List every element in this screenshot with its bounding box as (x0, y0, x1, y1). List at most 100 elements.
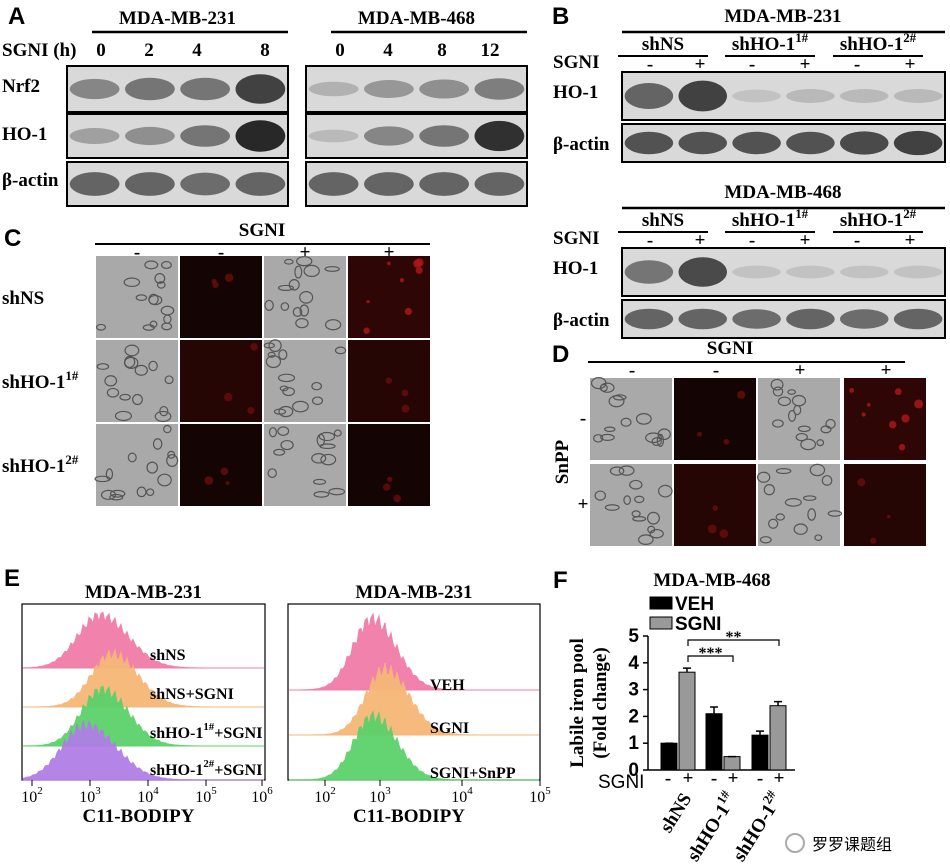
cell (600, 433, 615, 441)
cell (820, 425, 832, 434)
cell (161, 322, 173, 331)
fluorescence (383, 483, 391, 491)
fluorescence (888, 420, 897, 429)
sample-label: shNS+SGNI (150, 686, 234, 703)
band (678, 131, 727, 155)
band (235, 120, 286, 152)
micrograph (844, 378, 926, 460)
band (308, 129, 359, 143)
fluorescence (697, 431, 703, 437)
cell (283, 258, 294, 265)
panel-label: F (553, 567, 568, 594)
panel-label: A (8, 3, 25, 30)
band (840, 265, 889, 279)
fluorescence (866, 402, 871, 407)
band (308, 81, 359, 97)
cell (645, 432, 662, 444)
text-part: shHO-1 (150, 725, 203, 742)
text-part: 10 (137, 789, 153, 806)
text-part: SGNI (430, 720, 469, 737)
micrograph (96, 256, 178, 338)
text-part: 10 (529, 789, 545, 806)
micrograph (590, 464, 672, 546)
cell (772, 419, 784, 428)
cell (593, 434, 604, 443)
cell (280, 302, 290, 311)
x-tick-label: 103 (369, 785, 391, 806)
sign: - (854, 54, 860, 75)
significance-bracket (687, 639, 780, 646)
fluorescence (849, 388, 855, 393)
cell (599, 383, 608, 392)
y-tick-label: 4 (628, 653, 639, 674)
fluorescence (250, 343, 258, 351)
text-part: 2# (903, 206, 916, 221)
text-part: 1# (65, 368, 78, 383)
row-label: HO-1 (553, 258, 598, 279)
y-tick-label: 5 (628, 626, 639, 647)
text-part: 4 (153, 785, 159, 797)
sign: + (795, 360, 806, 381)
cell (106, 387, 120, 398)
cell (109, 493, 124, 501)
micrograph (264, 256, 346, 338)
time-label: 0 (96, 40, 106, 61)
sign: - (711, 768, 717, 789)
cell (784, 498, 802, 507)
treatment-label: SGNI (598, 772, 644, 793)
plot-frame (287, 603, 541, 781)
cell (324, 266, 340, 272)
cell (821, 475, 833, 486)
sign: - (713, 360, 719, 381)
band (840, 131, 889, 155)
x-tick-label: 102 (314, 785, 335, 806)
blot (621, 71, 946, 121)
band (732, 265, 781, 279)
y-tick-label: 1 (628, 733, 639, 754)
cell (267, 351, 276, 358)
y-axis-label: (Fold change) (590, 647, 611, 758)
text-part: 10 (369, 789, 385, 806)
cell (144, 260, 159, 270)
sign: - (665, 768, 671, 789)
cell (657, 484, 673, 498)
text-part: 2# (903, 30, 916, 45)
cell (164, 375, 174, 385)
text-part: 10 (451, 789, 467, 806)
error-bar (710, 706, 718, 714)
fluorescence (413, 259, 422, 268)
x-tick-label: 104 (451, 785, 473, 806)
sign: + (578, 494, 589, 515)
cell (807, 508, 817, 521)
cell (814, 534, 823, 541)
fluorescence (894, 388, 902, 396)
cell (161, 260, 172, 269)
text-part: 6 (267, 785, 273, 797)
row-label: shHO-12# (2, 452, 79, 477)
text-part: shHO-1 (150, 762, 203, 779)
cell (142, 324, 156, 331)
band (893, 308, 943, 330)
x-tick-label: 105 (195, 785, 217, 806)
band (419, 79, 469, 99)
watermark-icon (785, 833, 805, 853)
group-label: shNS (642, 210, 684, 231)
x-tick-label: shHO-12# (726, 787, 788, 865)
group-label: shHO-12# (840, 30, 917, 55)
significance-label: ** (726, 629, 742, 646)
band (840, 309, 889, 329)
error-bar (683, 667, 691, 673)
cell (127, 452, 137, 463)
group-label: shNS (642, 34, 684, 55)
fluorescence (901, 414, 910, 423)
cell (159, 405, 169, 417)
sign: - (647, 230, 653, 251)
band (69, 78, 120, 100)
row-label: HO-1 (2, 124, 47, 145)
band (364, 80, 414, 98)
cell (294, 265, 303, 279)
band (786, 265, 835, 279)
row-treatment: SnPP (552, 439, 573, 484)
text-part: shHO-1 (732, 210, 795, 231)
cell (634, 495, 645, 504)
